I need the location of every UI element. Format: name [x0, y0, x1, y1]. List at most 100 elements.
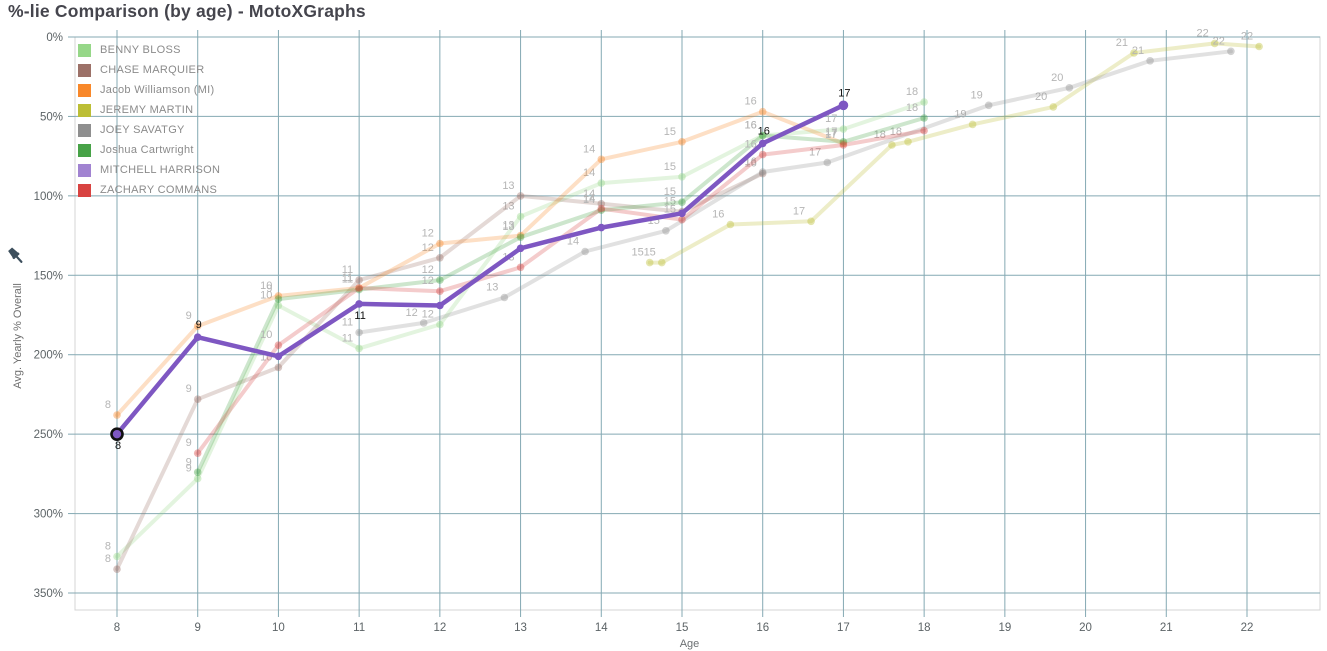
data-point[interactable] — [1210, 39, 1219, 48]
data-point[interactable] — [597, 200, 606, 208]
series-line[interactable] — [195, 116, 927, 475]
data-point[interactable] — [581, 247, 589, 256]
data-point[interactable] — [419, 319, 428, 327]
data-point[interactable] — [355, 328, 363, 337]
data-point[interactable] — [678, 209, 686, 218]
data-point[interactable] — [113, 565, 121, 573]
data-point[interactable] — [274, 341, 283, 350]
data-point[interactable] — [839, 139, 848, 148]
data-point[interactable] — [678, 138, 686, 146]
legend-item-zachary-commans[interactable]: ZACHARY COMMANS — [78, 180, 220, 200]
legend-item-benny-bloss[interactable]: BENNY BLOSS — [78, 40, 220, 60]
data-point[interactable] — [888, 141, 896, 149]
legend-item-joshua-cartwright[interactable]: Joshua Cartwright — [78, 140, 220, 160]
data-point[interactable] — [920, 114, 928, 122]
data-point[interactable] — [193, 474, 202, 483]
data-point[interactable] — [436, 276, 444, 284]
data-point[interactable] — [839, 125, 848, 133]
data-point[interactable] — [355, 285, 363, 294]
legend-item-chase-marquier[interactable]: CHASE MARQUIER — [78, 60, 220, 80]
data-point[interactable] — [984, 101, 993, 110]
data-point[interactable] — [193, 468, 202, 477]
data-point[interactable] — [1146, 57, 1154, 65]
data-point[interactable] — [516, 192, 525, 200]
data-point[interactable] — [597, 204, 606, 213]
data-point[interactable] — [113, 552, 121, 561]
data-point[interactable] — [968, 120, 977, 129]
series-line[interactable] — [115, 109, 846, 418]
data-point[interactable] — [355, 300, 363, 308]
data-point[interactable] — [726, 220, 735, 229]
series-line[interactable] — [114, 103, 846, 437]
data-point[interactable] — [436, 239, 444, 248]
data-point[interactable] — [436, 253, 444, 262]
legend-item-jacob-williamson-mi-[interactable]: Jacob Williamson (MI) — [78, 80, 220, 100]
data-point[interactable] — [113, 411, 121, 419]
legend-item-mitchell-harrison[interactable]: MITCHELL HARRISON — [78, 160, 220, 180]
data-point[interactable] — [758, 139, 767, 148]
data-point[interactable] — [355, 284, 363, 292]
data-point[interactable] — [807, 217, 815, 226]
data-point[interactable] — [355, 344, 363, 353]
data-point[interactable] — [516, 244, 525, 253]
data-point[interactable] — [758, 168, 767, 176]
data-point[interactable] — [193, 395, 202, 404]
data-point[interactable] — [839, 138, 848, 146]
data-point[interactable] — [274, 363, 283, 372]
series-joey-savatgy[interactable]: 11 12 13 14 15 16 17 19 20 21 22 — [342, 35, 1235, 337]
data-point[interactable] — [645, 258, 654, 267]
series-line[interactable] — [115, 100, 927, 559]
data-point[interactable] — [758, 107, 767, 116]
data-point[interactable] — [1255, 42, 1263, 51]
data-point[interactable] — [758, 150, 767, 159]
series-line[interactable] — [647, 41, 1262, 265]
data-point[interactable] — [516, 263, 525, 272]
data-point[interactable] — [500, 293, 509, 302]
legend-item-jeremy-martin[interactable]: JEREMY MARTIN — [78, 100, 220, 120]
data-point[interactable] — [597, 206, 606, 214]
data-point[interactable] — [823, 158, 832, 167]
data-point[interactable] — [193, 449, 202, 458]
data-point[interactable] — [436, 320, 444, 329]
data-point[interactable] — [904, 138, 912, 146]
data-point[interactable] — [839, 141, 848, 149]
data-point[interactable] — [662, 227, 670, 235]
data-point[interactable] — [1065, 84, 1074, 92]
data-point[interactable] — [597, 223, 606, 232]
data-point[interactable] — [193, 322, 202, 330]
series-line[interactable] — [115, 171, 765, 572]
series-end-marker[interactable] — [838, 100, 849, 111]
series-start-marker[interactable] — [110, 427, 124, 441]
series-mitchell-harrison[interactable]: 8 9 11 16 17 — [110, 87, 851, 452]
data-point[interactable] — [274, 301, 283, 310]
data-point[interactable] — [436, 301, 444, 310]
data-point[interactable] — [920, 98, 928, 106]
data-point[interactable] — [678, 173, 686, 181]
data-point[interactable] — [274, 352, 283, 361]
data-point[interactable] — [193, 333, 202, 342]
data-point[interactable] — [678, 215, 686, 224]
data-point[interactable] — [678, 198, 686, 206]
data-point[interactable] — [597, 155, 606, 164]
data-point[interactable] — [597, 179, 606, 187]
data-point[interactable] — [1130, 49, 1138, 57]
data-point[interactable] — [758, 169, 767, 178]
data-point[interactable] — [758, 131, 767, 140]
pushpin-icon[interactable] — [4, 244, 28, 268]
data-point[interactable] — [355, 276, 363, 284]
data-point[interactable] — [658, 258, 666, 267]
legend-item-joey-savatgy[interactable]: JOEY SAVATGY — [78, 120, 220, 140]
data-point[interactable] — [1227, 47, 1235, 56]
data-point[interactable] — [516, 231, 525, 240]
data-point[interactable] — [920, 126, 928, 135]
data-point[interactable] — [355, 284, 363, 292]
series-line[interactable] — [357, 49, 1233, 335]
data-point[interactable] — [1049, 103, 1058, 111]
data-point[interactable] — [274, 295, 283, 303]
